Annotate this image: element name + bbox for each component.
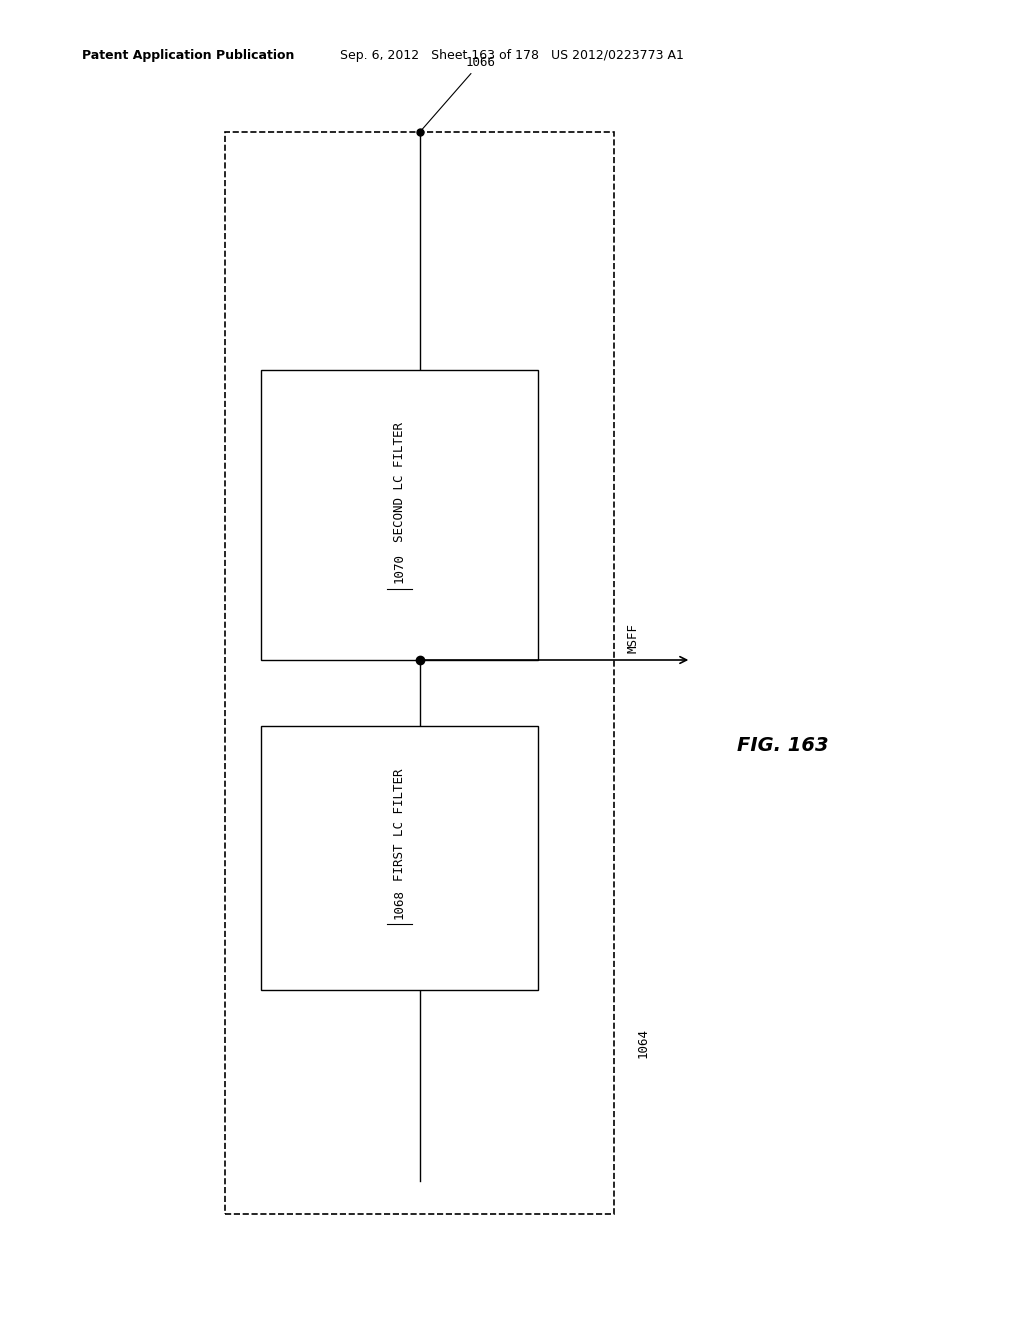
Text: 1070: 1070 xyxy=(393,553,406,582)
Text: Patent Application Publication: Patent Application Publication xyxy=(82,49,294,62)
Text: SECOND LC FILTER: SECOND LC FILTER xyxy=(393,422,406,541)
Text: FIRST LC FILTER: FIRST LC FILTER xyxy=(393,768,406,882)
Bar xyxy=(261,370,538,660)
Bar xyxy=(261,726,538,990)
Bar xyxy=(225,132,614,1214)
Text: FIG. 163: FIG. 163 xyxy=(737,737,828,755)
Text: Sep. 6, 2012   Sheet 163 of 178   US 2012/0223773 A1: Sep. 6, 2012 Sheet 163 of 178 US 2012/02… xyxy=(340,49,684,62)
Text: MSFF: MSFF xyxy=(627,623,640,653)
Text: 1064: 1064 xyxy=(637,1028,649,1057)
Text: 1066: 1066 xyxy=(422,55,496,129)
Text: 1068: 1068 xyxy=(393,890,406,919)
